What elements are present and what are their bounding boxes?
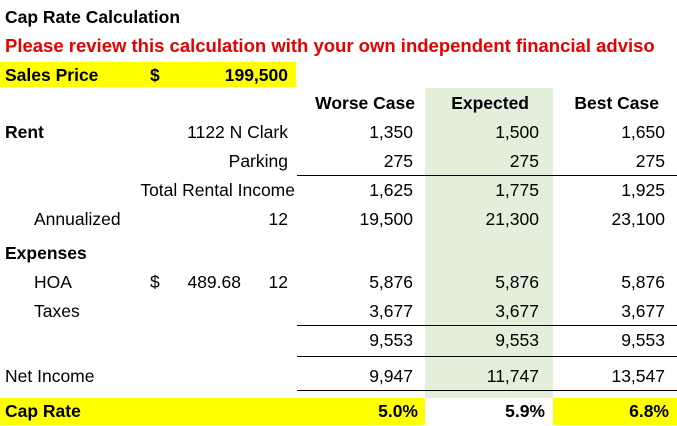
rent-address: 1122 N Clark	[187, 122, 288, 142]
annualized-expected: 21,300	[485, 209, 539, 229]
cap-rate-line	[297, 390, 677, 391]
cap-rate-highlight-left	[0, 398, 425, 425]
sales-price-label: Sales Price	[5, 65, 99, 85]
hoa-label: HOA	[34, 272, 72, 292]
total-rental-income-worse: 1,625	[369, 180, 413, 200]
hoa-multiplier: 12	[268, 272, 288, 292]
expenses-total-best: 9,553	[621, 330, 665, 350]
cap-rate-worse: 5.0%	[378, 401, 418, 421]
expenses-label: Expenses	[5, 243, 87, 263]
expected-column-fill	[425, 88, 553, 398]
hoa-best: 5,876	[621, 272, 665, 292]
page-title: Cap Rate Calculation	[5, 7, 181, 27]
cap-rate-label: Cap Rate	[5, 401, 81, 421]
taxes-expected: 3,677	[495, 301, 539, 321]
net-income-line	[297, 356, 677, 357]
net-income-expected: 11,747	[486, 366, 539, 386]
header-worse-case: Worse Case	[315, 93, 415, 113]
annualized-worse: 19,500	[359, 209, 413, 229]
header-expected: Expected	[451, 93, 529, 113]
taxes-worse: 3,677	[369, 301, 413, 321]
cap-rate-highlight-right	[553, 398, 677, 425]
rent-subtotal-line	[297, 175, 677, 176]
expenses-total-worse: 9,553	[369, 330, 413, 350]
parking-label: Parking	[228, 151, 288, 171]
hoa-expected: 5,876	[495, 272, 539, 292]
net-income-label: Net Income	[5, 366, 95, 386]
hoa-worse: 5,876	[369, 272, 413, 292]
taxes-label: Taxes	[34, 301, 80, 321]
total-rental-income-best: 1,925	[621, 180, 665, 200]
taxes-best: 3,677	[621, 301, 665, 321]
rent-expected: 1,500	[495, 122, 539, 142]
parking-best: 275	[635, 151, 665, 171]
total-rental-income-expected: 1,775	[495, 180, 539, 200]
total-rental-income-label: Total Rental Income	[140, 180, 295, 200]
annualized-best: 23,100	[611, 209, 665, 229]
sales-price-currency: $	[150, 65, 160, 85]
hoa-currency: $	[150, 272, 160, 292]
hoa-monthly: 489.68	[187, 272, 241, 292]
net-income-best: 13,547	[611, 366, 665, 386]
warning-text: Please review this calculation with your…	[5, 35, 655, 56]
expenses-subtotal-line	[297, 325, 677, 326]
cap-rate-expected: 5.9%	[505, 401, 545, 421]
net-income-worse: 9,947	[369, 366, 413, 386]
annualized-label: Annualized	[34, 209, 121, 229]
rent-label: Rent	[5, 122, 44, 142]
annualized-multiplier: 12	[268, 209, 288, 229]
cap-rate-best: 6.8%	[629, 401, 669, 421]
parking-worse: 275	[383, 151, 413, 171]
header-best-case: Best Case	[574, 93, 659, 113]
sales-price-value: 199,500	[224, 65, 288, 85]
rent-best: 1,650	[621, 122, 665, 142]
sales-price-highlight	[0, 62, 296, 87]
rent-worse: 1,350	[369, 122, 413, 142]
expenses-total-expected: 9,553	[495, 330, 539, 350]
parking-expected: 275	[509, 151, 539, 171]
